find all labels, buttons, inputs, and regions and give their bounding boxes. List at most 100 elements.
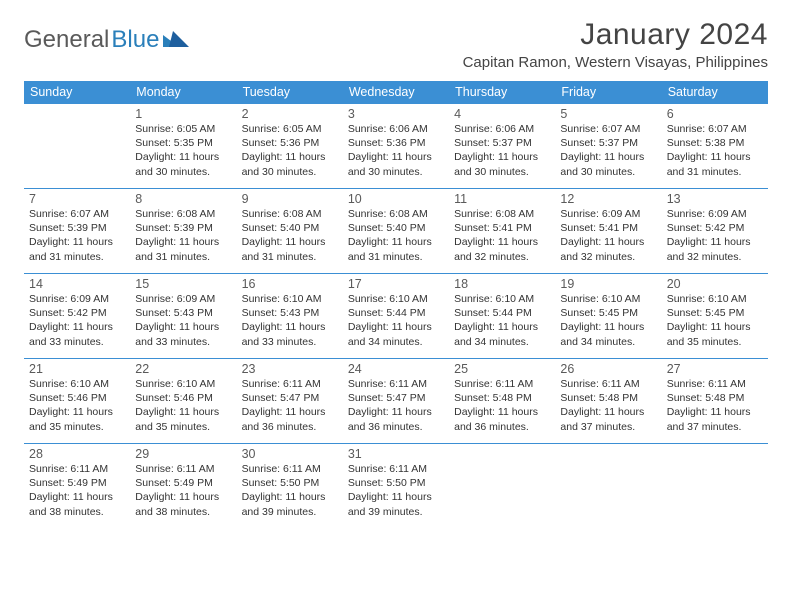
day-number: 28 <box>29 447 125 461</box>
day-number: 26 <box>560 362 656 376</box>
sunrise-line: Sunrise: 6:11 AM <box>135 462 231 476</box>
daylight-line: Daylight: 11 hours <box>242 490 338 504</box>
daylight-line: and 35 minutes. <box>667 335 763 349</box>
sunset-line: Sunset: 5:50 PM <box>242 476 338 490</box>
sunrise-line: Sunrise: 6:11 AM <box>348 462 444 476</box>
daylight-line: Daylight: 11 hours <box>135 150 231 164</box>
daylight-line: Daylight: 11 hours <box>348 320 444 334</box>
calendar-week-row: 28Sunrise: 6:11 AMSunset: 5:49 PMDayligh… <box>24 444 768 529</box>
daylight-line: and 30 minutes. <box>242 165 338 179</box>
day-number: 25 <box>454 362 550 376</box>
calendar-cell: 20Sunrise: 6:10 AMSunset: 5:45 PMDayligh… <box>662 274 768 359</box>
sunrise-line: Sunrise: 6:10 AM <box>135 377 231 391</box>
calendar-cell: 6Sunrise: 6:07 AMSunset: 5:38 PMDaylight… <box>662 104 768 189</box>
sunset-line: Sunset: 5:41 PM <box>454 221 550 235</box>
calendar-cell: 17Sunrise: 6:10 AMSunset: 5:44 PMDayligh… <box>343 274 449 359</box>
calendar-cell: 12Sunrise: 6:09 AMSunset: 5:41 PMDayligh… <box>555 189 661 274</box>
sunrise-line: Sunrise: 6:08 AM <box>242 207 338 221</box>
sunset-line: Sunset: 5:50 PM <box>348 476 444 490</box>
daylight-line: and 31 minutes. <box>348 250 444 264</box>
sunrise-line: Sunrise: 6:10 AM <box>454 292 550 306</box>
sunrise-line: Sunrise: 6:10 AM <box>560 292 656 306</box>
calendar-week-row: 21Sunrise: 6:10 AMSunset: 5:46 PMDayligh… <box>24 359 768 444</box>
sunset-line: Sunset: 5:44 PM <box>348 306 444 320</box>
sunset-line: Sunset: 5:35 PM <box>135 136 231 150</box>
daylight-line: and 31 minutes. <box>29 250 125 264</box>
sunset-line: Sunset: 5:46 PM <box>135 391 231 405</box>
calendar-cell: 25Sunrise: 6:11 AMSunset: 5:48 PMDayligh… <box>449 359 555 444</box>
daylight-line: Daylight: 11 hours <box>454 150 550 164</box>
sunrise-line: Sunrise: 6:09 AM <box>29 292 125 306</box>
calendar-cell: 8Sunrise: 6:08 AMSunset: 5:39 PMDaylight… <box>130 189 236 274</box>
sunset-line: Sunset: 5:47 PM <box>242 391 338 405</box>
day-header: Wednesday <box>343 81 449 104</box>
day-number: 18 <box>454 277 550 291</box>
calendar-cell: 3Sunrise: 6:06 AMSunset: 5:36 PMDaylight… <box>343 104 449 189</box>
page-header: GeneralBlue January 2024 Capitan Ramon, … <box>24 18 768 71</box>
brand-part1: General <box>24 26 109 54</box>
calendar-cell: 1Sunrise: 6:05 AMSunset: 5:35 PMDaylight… <box>130 104 236 189</box>
calendar-cell <box>555 444 661 529</box>
day-number: 21 <box>29 362 125 376</box>
sunrise-line: Sunrise: 6:11 AM <box>348 377 444 391</box>
sunrise-line: Sunrise: 6:08 AM <box>454 207 550 221</box>
daylight-line: Daylight: 11 hours <box>560 405 656 419</box>
daylight-line: and 38 minutes. <box>29 505 125 519</box>
daylight-line: Daylight: 11 hours <box>29 320 125 334</box>
daylight-line: Daylight: 11 hours <box>348 405 444 419</box>
sunrise-line: Sunrise: 6:09 AM <box>667 207 763 221</box>
sunrise-line: Sunrise: 6:10 AM <box>348 292 444 306</box>
daylight-line: and 35 minutes. <box>29 420 125 434</box>
daylight-line: and 35 minutes. <box>135 420 231 434</box>
calendar-cell: 24Sunrise: 6:11 AMSunset: 5:47 PMDayligh… <box>343 359 449 444</box>
sunrise-line: Sunrise: 6:11 AM <box>242 377 338 391</box>
sunrise-line: Sunrise: 6:11 AM <box>454 377 550 391</box>
daylight-line: Daylight: 11 hours <box>348 150 444 164</box>
calendar-week-row: 7Sunrise: 6:07 AMSunset: 5:39 PMDaylight… <box>24 189 768 274</box>
day-header: Tuesday <box>237 81 343 104</box>
calendar-cell: 30Sunrise: 6:11 AMSunset: 5:50 PMDayligh… <box>237 444 343 529</box>
sunrise-line: Sunrise: 6:11 AM <box>560 377 656 391</box>
daylight-line: Daylight: 11 hours <box>29 235 125 249</box>
day-number: 5 <box>560 107 656 121</box>
daylight-line: Daylight: 11 hours <box>242 405 338 419</box>
day-number: 22 <box>135 362 231 376</box>
daylight-line: and 36 minutes. <box>454 420 550 434</box>
daylight-line: Daylight: 11 hours <box>135 235 231 249</box>
calendar-cell: 26Sunrise: 6:11 AMSunset: 5:48 PMDayligh… <box>555 359 661 444</box>
day-number: 4 <box>454 107 550 121</box>
calendar-cell: 18Sunrise: 6:10 AMSunset: 5:44 PMDayligh… <box>449 274 555 359</box>
day-number: 10 <box>348 192 444 206</box>
daylight-line: Daylight: 11 hours <box>560 150 656 164</box>
sunset-line: Sunset: 5:42 PM <box>29 306 125 320</box>
calendar-cell: 10Sunrise: 6:08 AMSunset: 5:40 PMDayligh… <box>343 189 449 274</box>
daylight-line: Daylight: 11 hours <box>454 235 550 249</box>
calendar-body: 1Sunrise: 6:05 AMSunset: 5:35 PMDaylight… <box>24 104 768 529</box>
calendar-table: Sunday Monday Tuesday Wednesday Thursday… <box>24 81 768 529</box>
calendar-cell <box>449 444 555 529</box>
sunset-line: Sunset: 5:41 PM <box>560 221 656 235</box>
sunrise-line: Sunrise: 6:10 AM <box>29 377 125 391</box>
calendar-cell: 9Sunrise: 6:08 AMSunset: 5:40 PMDaylight… <box>237 189 343 274</box>
location-line: Capitan Ramon, Western Visayas, Philippi… <box>463 54 768 71</box>
daylight-line: Daylight: 11 hours <box>348 235 444 249</box>
calendar-cell: 29Sunrise: 6:11 AMSunset: 5:49 PMDayligh… <box>130 444 236 529</box>
sunrise-line: Sunrise: 6:11 AM <box>29 462 125 476</box>
sunset-line: Sunset: 5:46 PM <box>29 391 125 405</box>
sunset-line: Sunset: 5:43 PM <box>242 306 338 320</box>
sunset-line: Sunset: 5:43 PM <box>135 306 231 320</box>
day-number: 11 <box>454 192 550 206</box>
sunset-line: Sunset: 5:37 PM <box>454 136 550 150</box>
day-number: 8 <box>135 192 231 206</box>
calendar-cell: 31Sunrise: 6:11 AMSunset: 5:50 PMDayligh… <box>343 444 449 529</box>
day-number: 14 <box>29 277 125 291</box>
day-number: 6 <box>667 107 763 121</box>
sunset-line: Sunset: 5:49 PM <box>29 476 125 490</box>
calendar-cell: 14Sunrise: 6:09 AMSunset: 5:42 PMDayligh… <box>24 274 130 359</box>
sunrise-line: Sunrise: 6:06 AM <box>454 122 550 136</box>
sunset-line: Sunset: 5:39 PM <box>29 221 125 235</box>
daylight-line: and 32 minutes. <box>667 250 763 264</box>
daylight-line: Daylight: 11 hours <box>135 320 231 334</box>
sunrise-line: Sunrise: 6:10 AM <box>242 292 338 306</box>
sunset-line: Sunset: 5:48 PM <box>560 391 656 405</box>
